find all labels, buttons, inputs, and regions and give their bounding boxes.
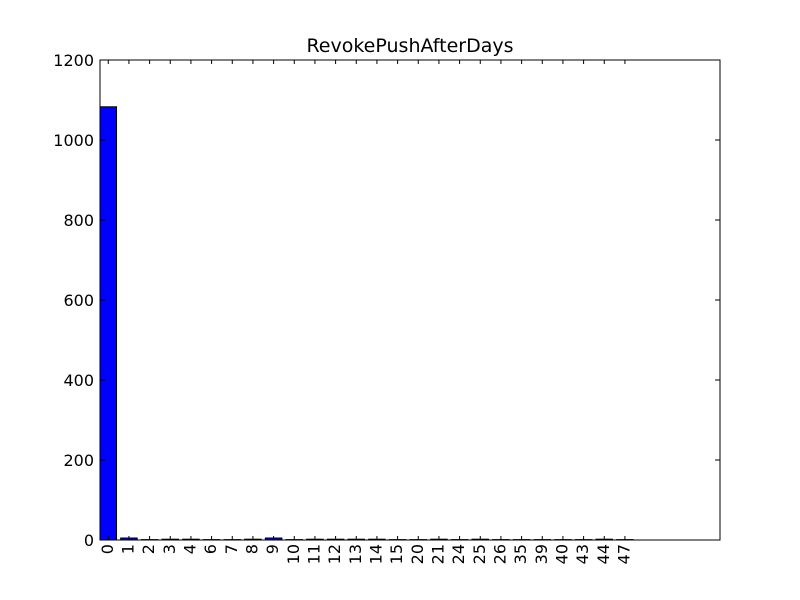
y-tick-label-400: 400 — [63, 371, 94, 390]
y-tick-label-1200: 1200 — [53, 51, 94, 70]
y-tick-label-200: 200 — [63, 451, 94, 470]
x-tick-label-20: 20 — [408, 544, 427, 564]
x-axis: 0 1 2 3 4 6 7 8 9 10 11 12 13 14 15 20 21 24 25 26 35 39 40 43 4… — [98, 60, 633, 564]
x-tick-label-15: 15 — [387, 544, 406, 564]
x-tick-label-26: 26 — [490, 544, 509, 564]
x-tick-label-44: 44 — [594, 544, 613, 564]
x-tick-label-1: 1 — [118, 544, 137, 554]
y-axis: 0 200 400 600 800 1000 1200 — [53, 51, 720, 550]
x-tick-label-43: 43 — [573, 544, 592, 564]
x-tick-label-4: 4 — [180, 544, 199, 554]
x-tick-label-7: 7 — [222, 544, 241, 554]
chart-title: RevokePushAfterDays — [306, 35, 513, 57]
x-tick-label-21: 21 — [428, 544, 447, 564]
y-tick-label-600: 600 — [63, 291, 94, 310]
x-tick-label-6: 6 — [201, 544, 220, 554]
x-tick-label-10: 10 — [284, 544, 303, 564]
bar-0 — [99, 106, 118, 541]
x-tick-label-40: 40 — [552, 544, 571, 564]
x-tick-label-35: 35 — [511, 544, 530, 564]
x-tick-label-11: 11 — [304, 544, 323, 564]
x-tick-label-12: 12 — [325, 544, 344, 564]
x-tick-label-0: 0 — [98, 544, 117, 554]
x-tick-label-8: 8 — [242, 544, 261, 554]
x-tick-label-13: 13 — [346, 544, 365, 564]
x-tick-label-39: 39 — [532, 544, 551, 564]
x-tick-label-25: 25 — [470, 544, 489, 564]
y-tick-label-0: 0 — [84, 531, 94, 550]
y-tick-label-1000: 1000 — [53, 131, 94, 150]
x-tick-label-14: 14 — [366, 544, 385, 564]
y-tick-label-800: 800 — [63, 211, 94, 230]
x-tick-label-2: 2 — [139, 544, 158, 554]
x-tick-label-47: 47 — [614, 544, 633, 564]
x-tick-label-24: 24 — [449, 544, 468, 564]
x-tick-label-3: 3 — [160, 544, 179, 554]
x-tick-label-9: 9 — [263, 544, 282, 554]
